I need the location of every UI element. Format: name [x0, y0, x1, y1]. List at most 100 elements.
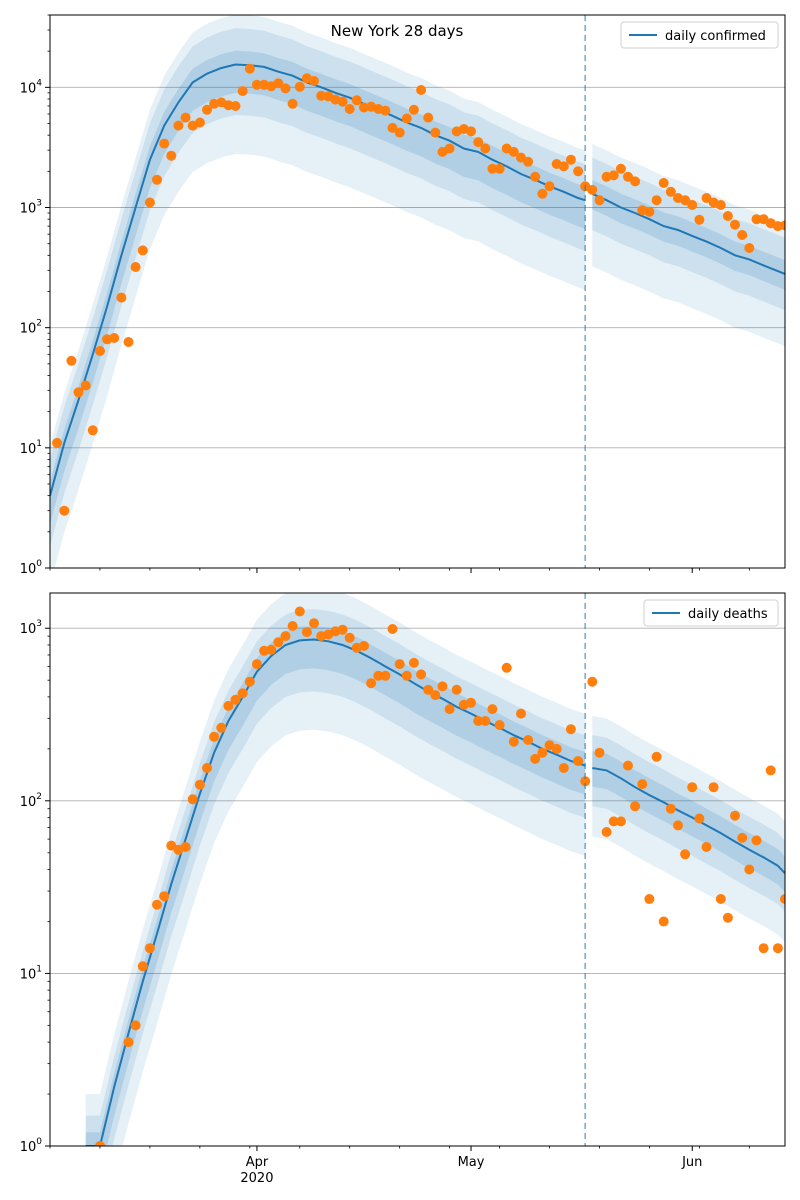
observed-point [387, 122, 398, 133]
confidence-band-band95 [592, 144, 785, 347]
observed-point [309, 618, 319, 629]
observed-point [751, 214, 762, 225]
x-tick-label: Apr [246, 1155, 269, 1170]
observed-point [187, 794, 198, 805]
observed-point [701, 842, 712, 852]
plot-area [85, 593, 785, 1146]
observed-point [615, 163, 626, 174]
observed-point [466, 126, 476, 137]
observed-point [294, 81, 305, 92]
observed-point [544, 181, 555, 192]
observed-point [765, 765, 776, 776]
observed-point [537, 747, 548, 758]
observed-point [630, 801, 641, 812]
observed-point [266, 644, 277, 655]
observed-point [658, 916, 669, 927]
observed-point [366, 678, 377, 689]
observed-point [494, 720, 505, 730]
observed-point [665, 186, 676, 197]
x-year-label: 2020 [240, 1171, 273, 1186]
observed-point [216, 722, 227, 733]
observed-point [408, 104, 419, 115]
observed-point [287, 621, 298, 631]
observed-point [444, 704, 455, 715]
observed-point [202, 104, 212, 115]
observed-point [637, 779, 648, 790]
observed-point [708, 782, 719, 793]
observed-point [722, 912, 733, 923]
observed-point [480, 143, 491, 154]
observed-point [516, 708, 526, 719]
observed-point [744, 864, 755, 875]
observed-point [230, 694, 241, 705]
observed-point [573, 166, 584, 177]
observed-point [494, 163, 505, 174]
observed-point [251, 79, 262, 90]
model-line [592, 767, 785, 874]
observed-point [608, 816, 619, 827]
observed-point [344, 104, 355, 114]
observed-point [615, 816, 626, 827]
observed-point [780, 220, 785, 231]
observed-point [737, 832, 748, 843]
observed-point [694, 214, 705, 225]
observed-point [123, 337, 134, 347]
figure-title: New York 28 days [331, 22, 464, 40]
confidence-band-band80 [592, 735, 785, 912]
observed-point [565, 154, 576, 165]
observed-point [80, 380, 91, 391]
observed-point [137, 245, 148, 256]
observed-point [380, 105, 391, 116]
observed-point [537, 188, 548, 199]
observed-point [651, 751, 662, 762]
observed-point [780, 894, 785, 904]
observed-point [95, 346, 105, 356]
observed-point [401, 670, 412, 681]
observed-point [551, 743, 562, 754]
observed-point [687, 782, 698, 793]
observed-point [487, 163, 498, 174]
observed-point [772, 943, 783, 954]
observed-point [394, 127, 405, 138]
observed-point [52, 437, 63, 448]
observed-point [694, 813, 705, 824]
plot-area [50, 15, 785, 568]
observed-point [237, 86, 248, 97]
observed-point [466, 697, 476, 708]
confidence-band-band80 [85, 609, 586, 1146]
observed-point [130, 1020, 141, 1031]
observed-point [109, 333, 120, 343]
observed-point [644, 206, 655, 217]
observed-point [558, 763, 569, 773]
observed-point [658, 178, 669, 188]
observed-point [680, 195, 691, 206]
observed-point [159, 891, 170, 902]
observed-point [623, 171, 633, 182]
observed-point [401, 113, 412, 124]
observed-point [173, 120, 184, 131]
observed-point [594, 195, 605, 206]
observed-point [630, 176, 641, 187]
model-line [50, 63, 586, 496]
observed-point [644, 894, 655, 904]
observed-point [608, 170, 619, 181]
observed-point [194, 117, 205, 128]
observed-point [530, 753, 541, 764]
observed-point [580, 776, 591, 787]
observed-point [209, 731, 220, 742]
observed-point [715, 894, 726, 904]
observed-point [430, 690, 441, 701]
observed-point [558, 161, 569, 172]
observed-point [715, 200, 726, 210]
y-tick-label: 102 [20, 319, 42, 337]
y-tick-label: 103 [20, 199, 42, 217]
observed-point [744, 243, 755, 253]
observed-point [737, 230, 748, 240]
observed-point [523, 156, 534, 167]
confidence-band-band50 [85, 625, 586, 1146]
y-tick-label: 102 [20, 792, 42, 810]
observed-point [473, 137, 484, 148]
observed-point [116, 292, 127, 303]
